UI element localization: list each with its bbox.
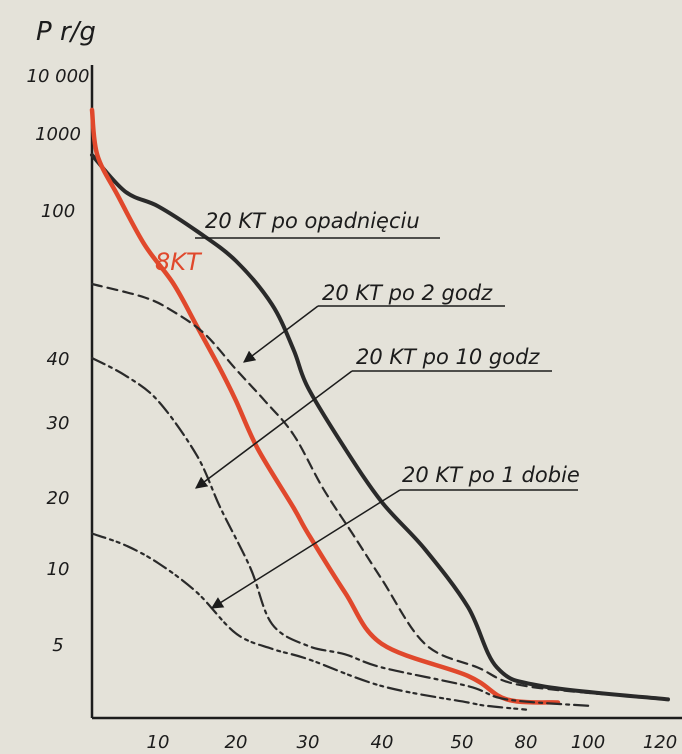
leader-arrow-10godz bbox=[195, 370, 353, 489]
leader-arrow-2godz bbox=[243, 305, 319, 363]
y-tick-label: 5 bbox=[52, 635, 63, 656]
series-line-0 bbox=[90, 153, 670, 702]
leader-arrow-1dobie bbox=[210, 489, 401, 609]
label-20kt-po-opadnieciu: 20 KT po opadnięciu bbox=[205, 209, 420, 233]
y-tick-label: 40 bbox=[47, 349, 70, 370]
series-line-4 bbox=[90, 532, 528, 711]
label-20kt-po-2-godz: 20 KT po 2 godz bbox=[322, 281, 493, 305]
x-tick-label: 120 bbox=[643, 732, 677, 753]
y-tick-label: 10 000 bbox=[27, 66, 90, 87]
y-tick-labels: 10 000 1000 100 40 30 20 10 5 bbox=[27, 66, 90, 656]
x-tick-label: 10 bbox=[147, 732, 170, 753]
label-20kt-po-10-godz: 20 KT po 10 godz bbox=[356, 345, 540, 369]
series-labels: 20 KT po opadnięciu 8KT 20 KT po 2 godz … bbox=[155, 209, 580, 487]
y-tick-label: 10 bbox=[47, 559, 70, 580]
x-tick-label: 30 bbox=[297, 732, 320, 753]
axes: P r/g bbox=[36, 17, 682, 720]
leader-lines bbox=[195, 237, 578, 609]
x-tick-label: 100 bbox=[571, 732, 605, 753]
x-tick-label: 40 bbox=[371, 732, 394, 753]
series-line-3 bbox=[90, 356, 592, 707]
y-tick-label: 1000 bbox=[35, 124, 81, 145]
label-8kt: 8KT bbox=[155, 248, 203, 276]
series-line-1 bbox=[89, 107, 561, 705]
series-lines bbox=[89, 107, 670, 711]
label-20kt-po-1-dobie: 20 KT po 1 dobie bbox=[402, 463, 580, 487]
series-line-2 bbox=[90, 282, 670, 701]
x-tick-label: 20 bbox=[225, 732, 248, 753]
x-tick-label: 80 bbox=[515, 732, 538, 753]
y-tick-label: 30 bbox=[47, 413, 70, 434]
y-axis-label: P r/g bbox=[36, 17, 96, 47]
y-tick-label: 100 bbox=[41, 201, 75, 222]
y-tick-label: 20 bbox=[47, 488, 70, 509]
x-tick-label: 50 bbox=[451, 732, 474, 753]
x-tick-labels: 10 20 30 40 50 80 100 120 bbox=[147, 732, 678, 753]
